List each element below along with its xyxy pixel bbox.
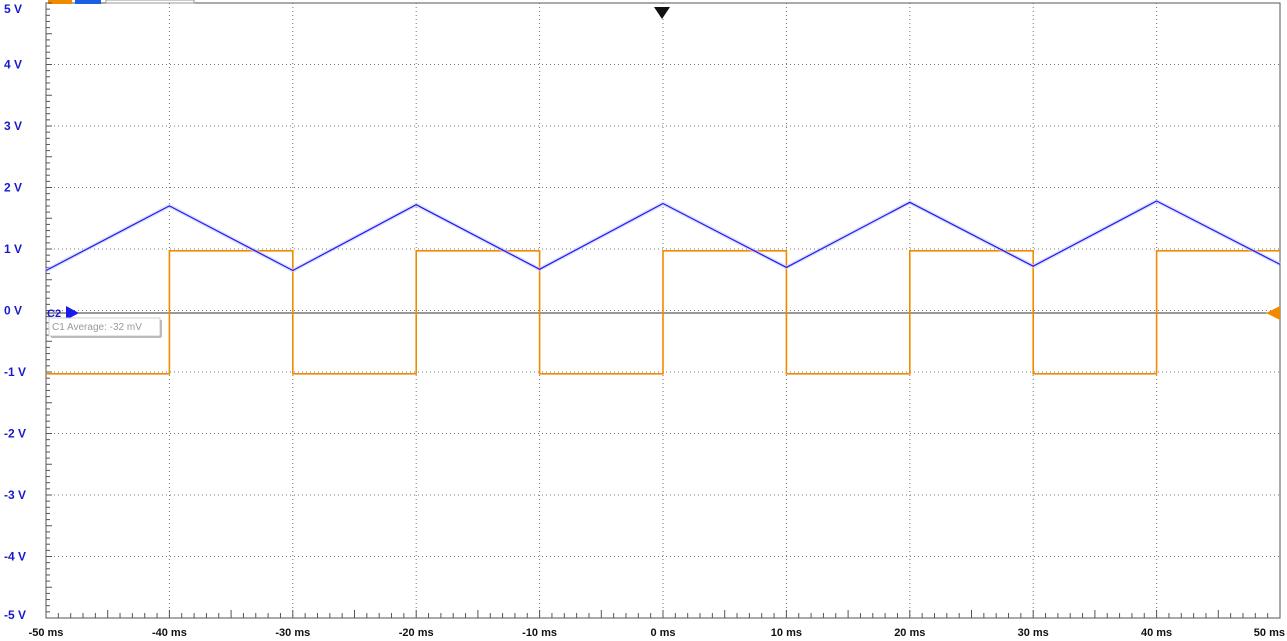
y-tick-label: 3 V: [4, 119, 22, 133]
y-tick-label: 4 V: [4, 58, 22, 72]
channel-2-offset-marker[interactable]: [66, 306, 79, 320]
y-tick-label: 5 V: [4, 2, 22, 16]
x-tick-label: 10 ms: [771, 627, 802, 639]
x-tick-label: 20 ms: [894, 627, 925, 639]
measurement-label: C1 Average: -32 mV: [52, 322, 142, 333]
channel-1-tab[interactable]: [48, 0, 72, 4]
x-tick-label: 40 ms: [1141, 627, 1172, 639]
y-tick-label: -3 V: [4, 488, 26, 502]
x-tick-label: -50 ms: [29, 627, 64, 639]
trigger-position-marker[interactable]: [654, 7, 670, 19]
y-tick-labels: 5 V 4 V 3 V 2 V 1 V 0 V -1 V -2 V -3 V -4 V -5 V: [4, 2, 26, 622]
x-tick-label: -10 ms: [522, 627, 557, 639]
y-tick-label: -1 V: [4, 365, 26, 379]
y-tick-label: 0 V: [4, 304, 22, 318]
channel-1-trigger-level-marker[interactable]: [1266, 306, 1280, 320]
y-tick-label: 1 V: [4, 242, 22, 256]
minor-ticks: [45, 2, 1281, 619]
x-tick-labels: -50 ms -40 ms -30 ms -20 ms -10 ms 0 ms 10 ms 2…: [29, 627, 1285, 639]
acquisition-tab[interactable]: [105, 0, 195, 4]
channel-2-tab[interactable]: [75, 0, 101, 4]
x-tick-label: -30 ms: [275, 627, 310, 639]
x-tick-label: 30 ms: [1018, 627, 1049, 639]
x-tick-label: -20 ms: [399, 627, 434, 639]
y-tick-label: 2 V: [4, 181, 22, 195]
x-tick-label: 0 ms: [650, 627, 675, 639]
channel-marker-label: C2: [47, 308, 61, 320]
y-tick-label: -5 V: [4, 608, 26, 622]
y-tick-label: -2 V: [4, 427, 26, 441]
y-tick-label: -4 V: [4, 550, 26, 564]
series-channel-2-triangle-wave: [45, 200, 1281, 272]
x-tick-label: 50 ms: [1254, 627, 1285, 639]
x-tick-label: -40 ms: [152, 627, 187, 639]
